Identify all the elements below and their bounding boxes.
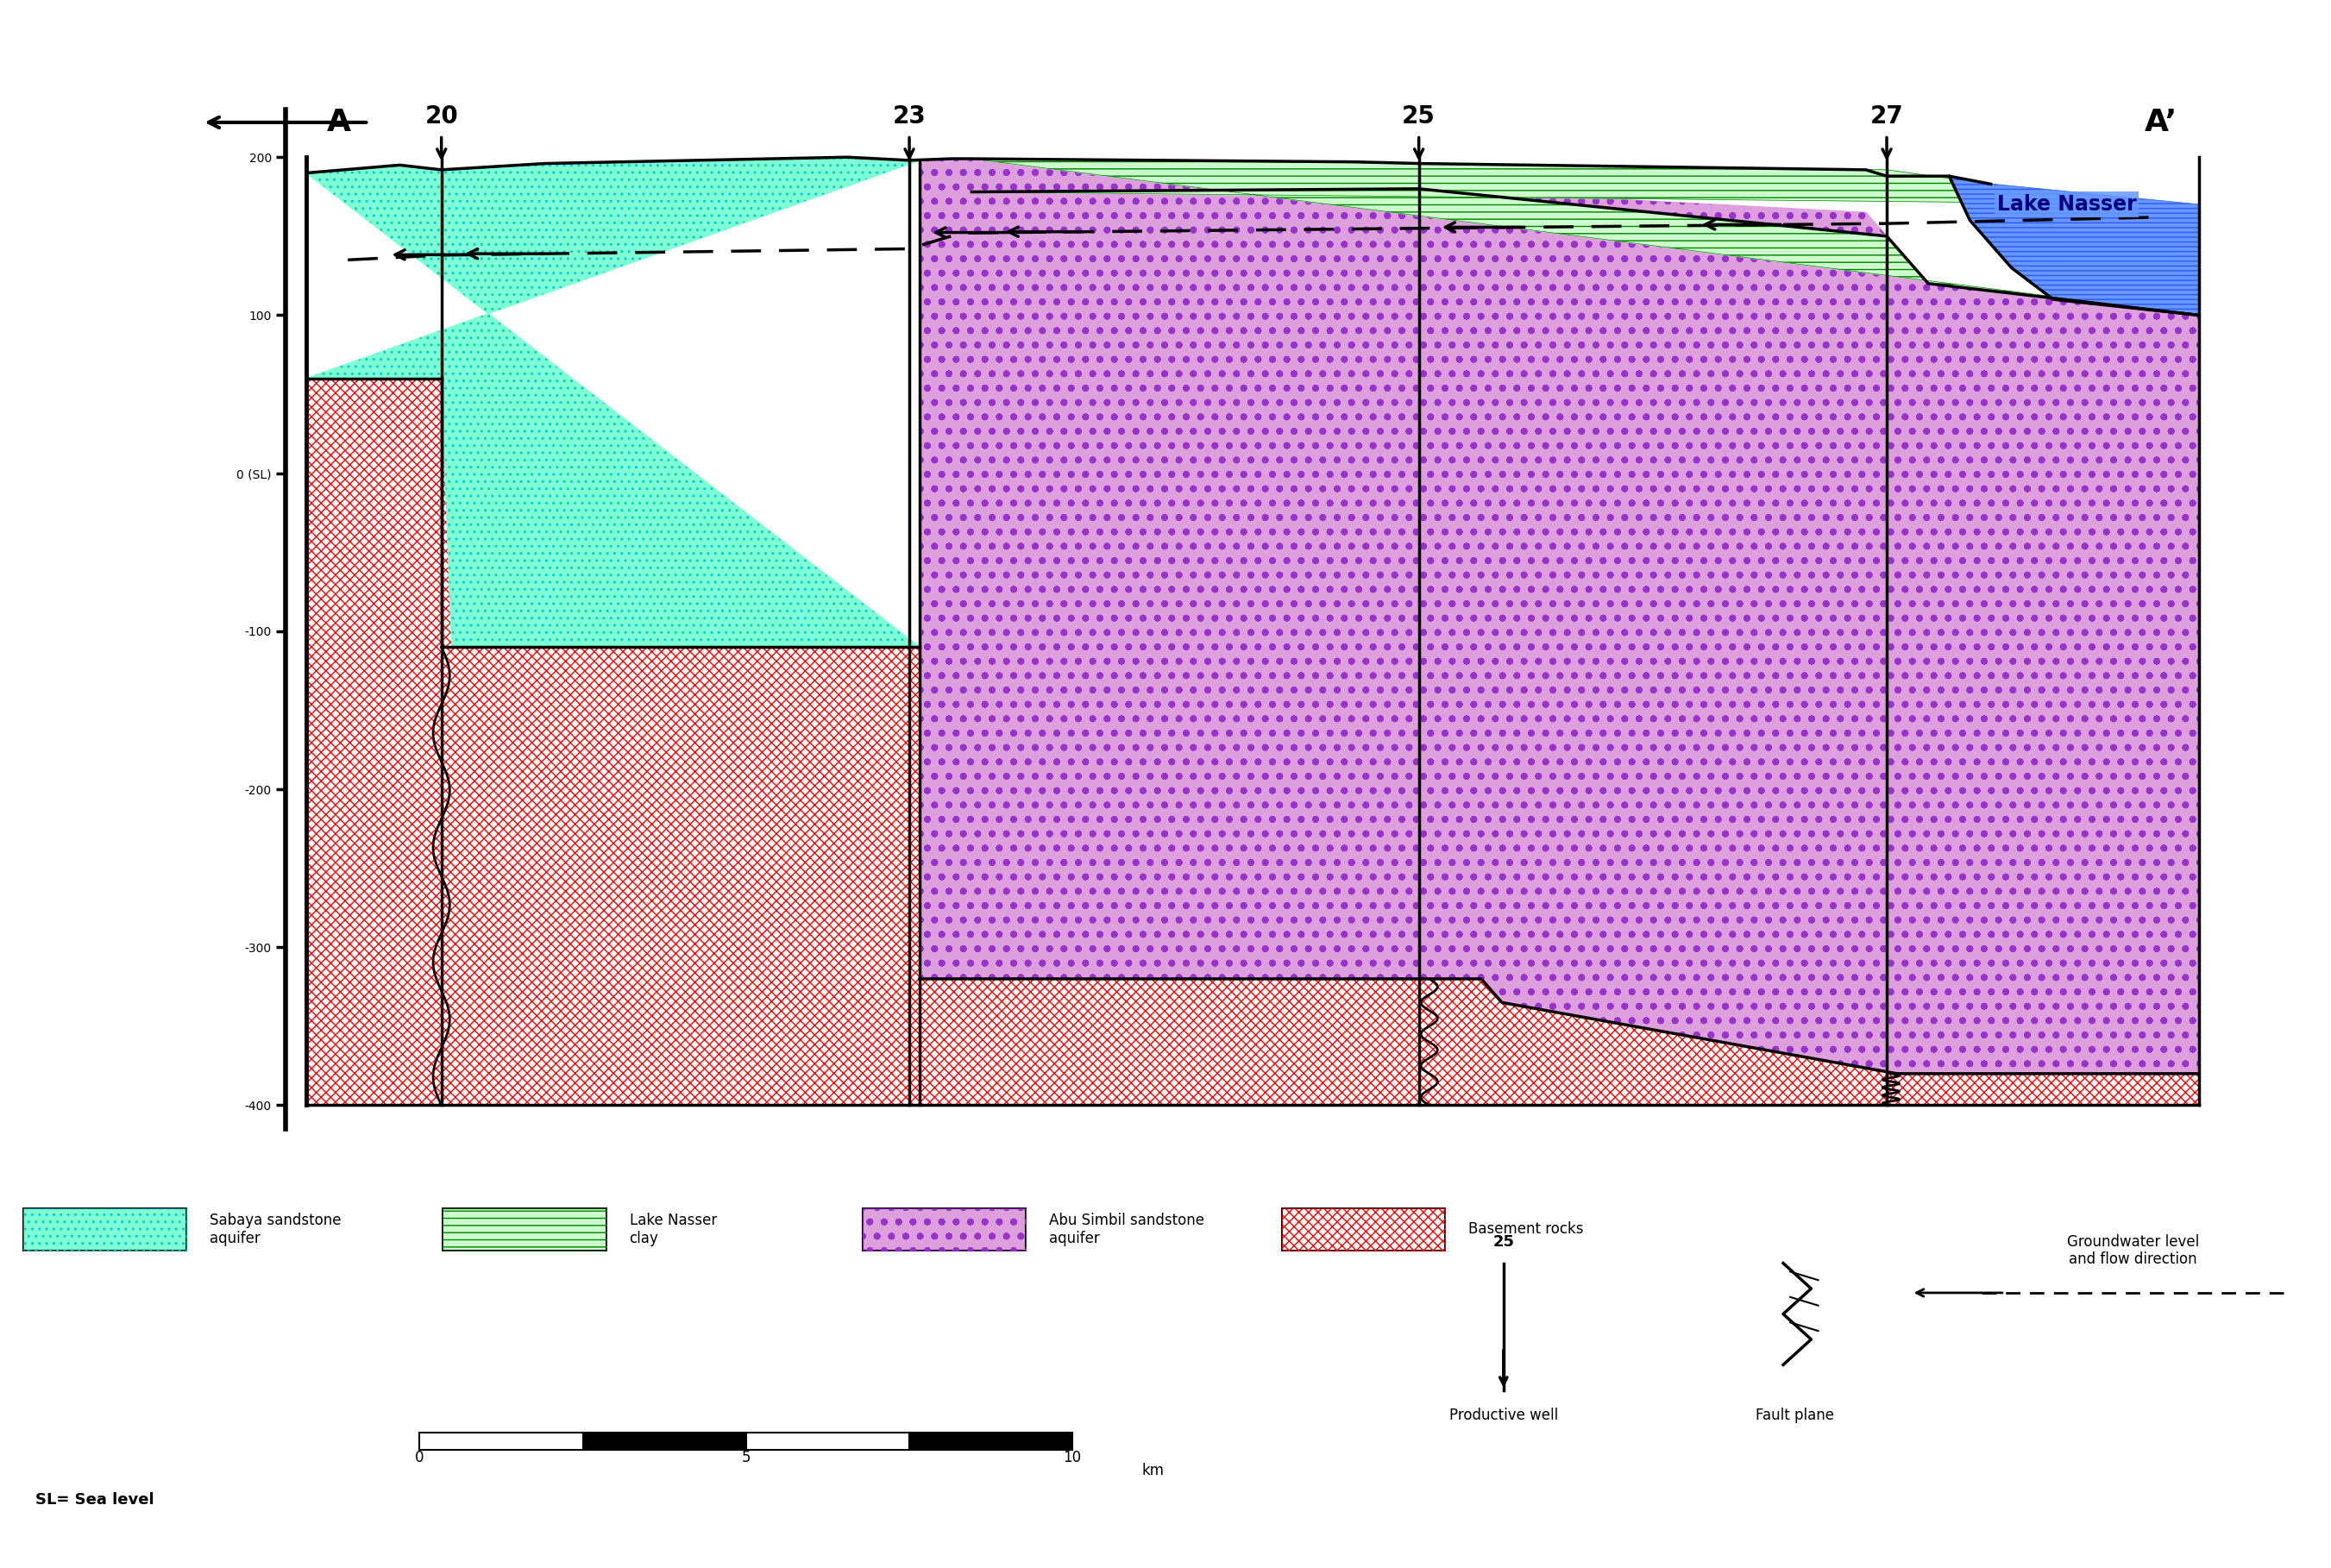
Text: 25: 25 [1492, 1234, 1515, 1250]
Polygon shape [921, 160, 2198, 1074]
Bar [862, 1207, 1026, 1251]
Text: 20: 20 [424, 105, 459, 129]
Text: Lake Nasser: Lake Nasser [1998, 194, 2135, 215]
Polygon shape [305, 378, 921, 1105]
Text: Abu Simbil sandstone
aquifer: Abu Simbil sandstone aquifer [1049, 1212, 1205, 1247]
Text: A’: A’ [2145, 108, 2177, 136]
Text: 5: 5 [741, 1450, 751, 1466]
Text: Sabaya sandstone
aquifer: Sabaya sandstone aquifer [210, 1212, 340, 1247]
Polygon shape [1949, 176, 2198, 315]
Text: Fault plane: Fault plane [1755, 1408, 1834, 1424]
Bar [23, 1207, 186, 1251]
Text: 25: 25 [1401, 105, 1436, 129]
Text: Productive well: Productive well [1450, 1408, 1557, 1424]
Text: 10: 10 [1063, 1450, 1082, 1466]
Text: A: A [326, 108, 352, 136]
Bar [1282, 1207, 1445, 1251]
Bar [23, 1207, 186, 1251]
Bar [862, 1207, 1026, 1251]
Text: 0: 0 [415, 1450, 424, 1466]
Bar [1282, 1207, 1445, 1251]
Text: 23: 23 [893, 105, 925, 129]
Text: Groundwater level
and flow direction: Groundwater level and flow direction [2068, 1234, 2198, 1267]
Polygon shape [305, 157, 951, 648]
Bar [420, 1433, 583, 1449]
Text: Basement rocks: Basement rocks [1469, 1221, 1583, 1237]
Polygon shape [921, 978, 2198, 1105]
Polygon shape [972, 158, 2198, 315]
Text: km: km [1142, 1463, 1166, 1479]
Bar [443, 1207, 606, 1251]
Bar [909, 1433, 1072, 1449]
Text: 27: 27 [1869, 105, 1904, 129]
Text: Lake Nasser
clay: Lake Nasser clay [629, 1212, 716, 1247]
Bar [746, 1433, 909, 1449]
Bar [583, 1433, 746, 1449]
Bar [443, 1207, 606, 1251]
Text: SL= Sea level: SL= Sea level [35, 1493, 154, 1508]
